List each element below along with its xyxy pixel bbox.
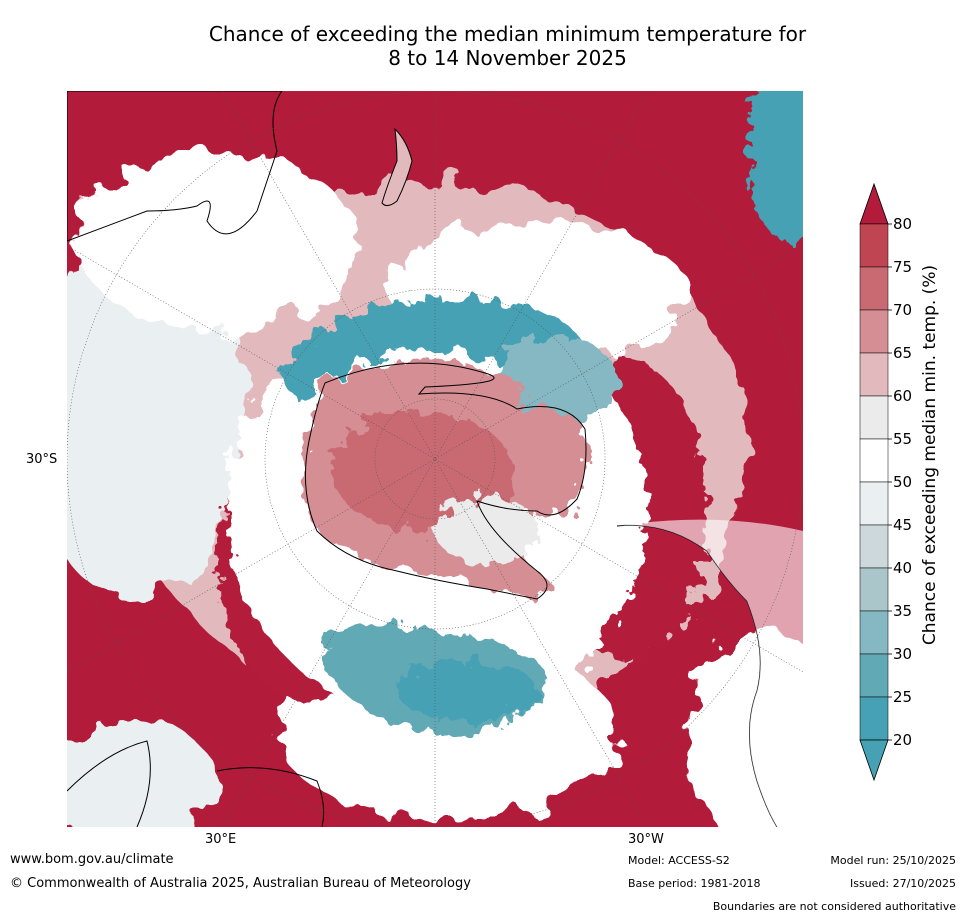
colorbar-segment bbox=[859, 438, 889, 483]
footer-model: Model: ACCESS-S2 bbox=[628, 854, 730, 867]
cool-patch-south bbox=[397, 661, 537, 721]
colorbar-segment bbox=[859, 696, 889, 741]
colorbar-tick-label: 50 bbox=[893, 473, 912, 491]
colorbar-top-arrow bbox=[859, 182, 889, 225]
antarctica-coastline bbox=[304, 362, 587, 600]
new-zealand bbox=[381, 127, 413, 207]
colorbar-tick-label: 35 bbox=[893, 602, 912, 620]
longitude-label-30e: 30°E bbox=[205, 832, 237, 847]
colorbar-segment bbox=[859, 610, 889, 655]
colorbar-segment bbox=[859, 395, 889, 440]
title-line-1: Chance of exceeding the median minimum t… bbox=[208, 22, 807, 46]
colorbar-tick-label: 80 bbox=[893, 215, 912, 233]
colorbar-tick-label: 20 bbox=[893, 731, 912, 749]
colorbar-tick-label: 65 bbox=[893, 344, 912, 362]
title-line-2: 8 to 14 November 2025 bbox=[388, 46, 627, 70]
africa-coastline bbox=[67, 740, 151, 827]
colorbar-tick-label: 45 bbox=[893, 516, 912, 534]
colorbar-segment bbox=[859, 653, 889, 698]
colorbar-tick-label: 75 bbox=[893, 258, 912, 276]
northwest-neutral-region bbox=[77, 151, 357, 331]
cool-patch-northeast bbox=[497, 336, 617, 426]
footer-disclaimer: Boundaries are not considered authoritat… bbox=[712, 900, 956, 913]
colorbar-tick-label: 55 bbox=[893, 430, 912, 448]
latitude-label-30s: 30°S bbox=[26, 452, 58, 467]
graticule-meridian-diag4 bbox=[221, 91, 649, 827]
footer-copyright: © Commonwealth of Australia 2025, Austra… bbox=[10, 876, 471, 891]
colorbar-tick-label: 60 bbox=[893, 387, 912, 405]
polar-map bbox=[67, 91, 803, 827]
footer-issued: Issued: 27/10/2025 bbox=[849, 877, 956, 890]
southwest-neutral-region bbox=[67, 721, 217, 827]
footer-website: www.bom.gov.au/climate bbox=[10, 852, 174, 867]
colorbar-title: Chance of exceeding median min. temp. (%… bbox=[920, 264, 940, 646]
west-neutral-region bbox=[67, 241, 247, 601]
footer-base-period: Base period: 1981-2018 bbox=[628, 877, 761, 890]
footer-model-run: Model run: 25/10/2025 bbox=[830, 854, 956, 867]
graticule-meridian-diag3 bbox=[67, 245, 803, 673]
australia-coastline bbox=[67, 91, 283, 242]
madagascar-coastline bbox=[216, 767, 325, 827]
colorbar-segment bbox=[859, 524, 889, 569]
colorbar-tick-label: 70 bbox=[893, 301, 912, 319]
chart-title: Chance of exceeding the median minimum t… bbox=[100, 22, 915, 70]
graticule-circle-inner bbox=[374, 398, 496, 520]
cool-patch-northeast-corner bbox=[747, 91, 803, 241]
colorbar-segment bbox=[859, 309, 889, 354]
colorbar-tick-label: 25 bbox=[893, 688, 912, 706]
colorbar: 80 75 70 65 60 55 50 45 40 35 30 25 20 bbox=[859, 182, 912, 782]
colorbar-tick-label: 30 bbox=[893, 645, 912, 663]
colorbar-segment bbox=[859, 352, 889, 397]
cool-arc-north bbox=[277, 297, 587, 401]
colorbar-segment bbox=[859, 223, 889, 268]
graticule-meridian-diag2 bbox=[221, 91, 649, 827]
graticule-circle-mid bbox=[264, 288, 606, 630]
colorbar-bottom-arrow bbox=[859, 739, 889, 782]
colorbar-segment bbox=[859, 266, 889, 311]
graticule-meridian-diag1 bbox=[67, 245, 803, 673]
antarctica-east-light bbox=[437, 496, 537, 566]
colorbar-tick-label: 40 bbox=[893, 559, 912, 577]
longitude-label-30w: 30°W bbox=[628, 832, 664, 847]
south-america-land bbox=[617, 519, 803, 827]
colorbar-segment bbox=[859, 481, 889, 526]
colorbar-segment bbox=[859, 567, 889, 612]
